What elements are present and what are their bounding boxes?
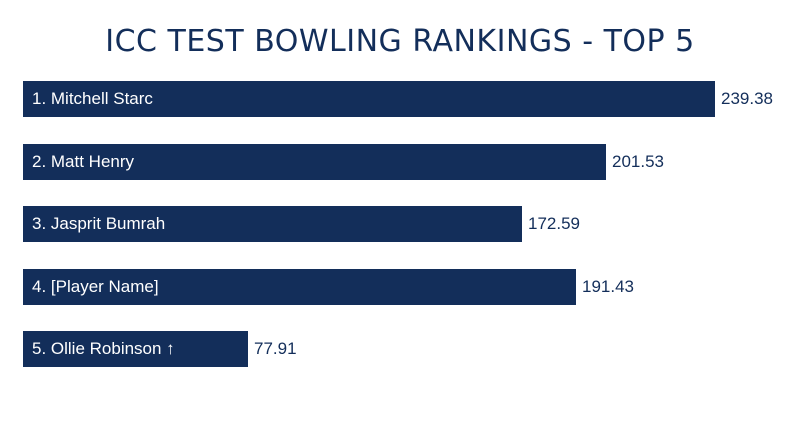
bar bbox=[23, 81, 715, 117]
bar bbox=[23, 331, 248, 367]
bar-value-label: 77.91 bbox=[254, 339, 297, 358]
bar-category-label: 5. Ollie Robinson ↑ bbox=[32, 339, 175, 358]
bar bbox=[23, 144, 606, 180]
bar-value-label: 172.59 bbox=[528, 214, 580, 233]
bar-category-label: 4. [Player Name] bbox=[32, 277, 159, 296]
bar-category-label: 3. Jasprit Bumrah bbox=[32, 214, 166, 233]
bar bbox=[23, 206, 522, 242]
bar-value-label: 201.53 bbox=[612, 152, 664, 171]
bar-category-label: 1. Mitchell Starc bbox=[32, 89, 153, 108]
bar-category-label: 2. Matt Henry bbox=[32, 152, 135, 171]
bar-value-label: 191.43 bbox=[582, 277, 634, 296]
bar bbox=[23, 269, 576, 305]
chart-title: ICC TEST BOWLING RANKINGS - TOP 5 bbox=[105, 24, 695, 59]
bar-value-label: 239.38 bbox=[721, 89, 773, 108]
